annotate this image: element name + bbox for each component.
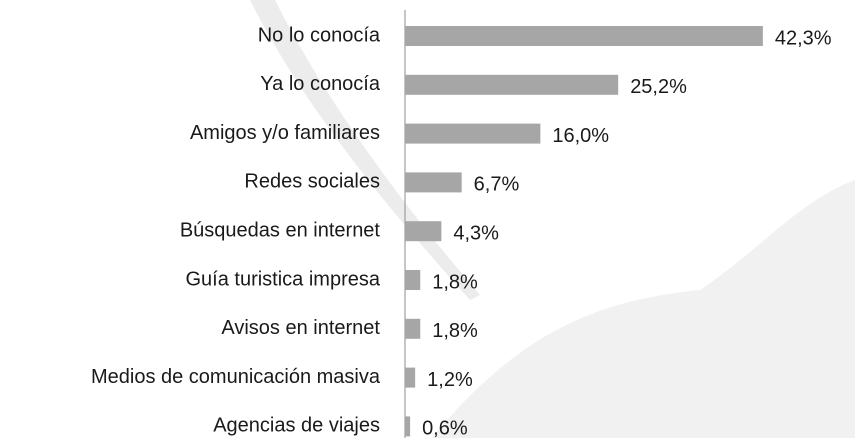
category-label: No lo conocía (258, 24, 381, 46)
category-label: Amigos y/o familiares (190, 122, 380, 144)
bar (405, 75, 618, 95)
value-label: 25,2% (630, 76, 687, 98)
category-label: Agencias de viajes (213, 415, 380, 437)
category-label: Guía turistica impresa (185, 268, 380, 290)
bar (405, 26, 763, 46)
bar (405, 221, 441, 241)
value-label: 16,0% (552, 125, 609, 147)
bar (405, 368, 415, 388)
background-decoration (430, 180, 855, 438)
bar (405, 319, 420, 339)
value-label: 1,2% (427, 369, 473, 391)
category-label: Redes sociales (244, 171, 380, 193)
bar (405, 270, 420, 290)
chart: No lo conocía 42,3% Ya lo conocía 25,2% Amig… (0, 0, 855, 438)
value-label: 42,3% (775, 27, 832, 49)
category-label: Avisos en internet (221, 317, 380, 339)
value-label: 6,7% (474, 174, 520, 196)
category-label: Búsquedas en internet (180, 219, 381, 241)
value-label: 0,6% (422, 418, 468, 438)
category-label: Ya lo conocía (260, 73, 381, 95)
bar (405, 124, 540, 144)
bar (405, 416, 410, 436)
category-label: Medios de comunicación masiva (91, 366, 381, 388)
value-label: 4,3% (453, 222, 499, 244)
value-label: 1,8% (432, 320, 478, 342)
bar (405, 172, 462, 192)
value-label: 1,8% (432, 271, 478, 293)
